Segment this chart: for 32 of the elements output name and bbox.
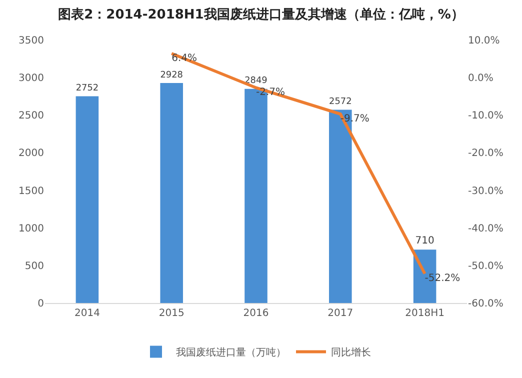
- y2-tick-label: -50.0%: [468, 260, 504, 272]
- x-tick-label: 2015: [158, 308, 184, 319]
- legend-label: 我国废纸进口量（万吨）: [176, 346, 286, 359]
- bar: [160, 82, 183, 303]
- y2-tick-label: -40.0%: [468, 223, 504, 234]
- x-tick-label: 2017: [328, 308, 354, 319]
- data-label: 710: [415, 236, 434, 247]
- y-tick-label: 500: [24, 260, 44, 272]
- legend-label: 同比增长: [331, 346, 371, 359]
- data-label: 2572: [329, 97, 352, 108]
- data-label: 2849: [244, 76, 268, 86]
- y2-tick-label: 0.0%: [468, 73, 494, 84]
- x-tick-label: 2016: [243, 308, 269, 319]
- y2-tick-label: -30.0%: [468, 186, 504, 197]
- bar: [76, 96, 99, 303]
- y2-tick-label: 10.0%: [468, 36, 500, 46]
- y-tick-label: 2500: [18, 110, 44, 122]
- y-tick-label: 3500: [18, 36, 44, 46]
- x-tick-label: 2014: [74, 308, 100, 319]
- y-tick-label: 1500: [18, 186, 44, 197]
- y-tick-label: 2000: [18, 148, 44, 160]
- y-tick-label: 3000: [18, 73, 44, 84]
- data-label: 2752: [76, 84, 99, 94]
- data-label: -2.7%: [256, 87, 286, 98]
- y-tick-label: 1000: [18, 223, 44, 234]
- y2-tick-label: -20.0%: [468, 148, 504, 160]
- y-tick-label: 0: [38, 298, 44, 310]
- chart-title: 图表2：2014-2018H1我国废纸进口量及其增速（单位：亿吨，%）: [58, 6, 464, 23]
- y2-tick-label: -10.0%: [468, 110, 504, 122]
- x-tick-label: 2018H1: [405, 308, 444, 319]
- data-label: 2928: [160, 70, 184, 80]
- y2-tick-label: -60.0%: [468, 298, 504, 310]
